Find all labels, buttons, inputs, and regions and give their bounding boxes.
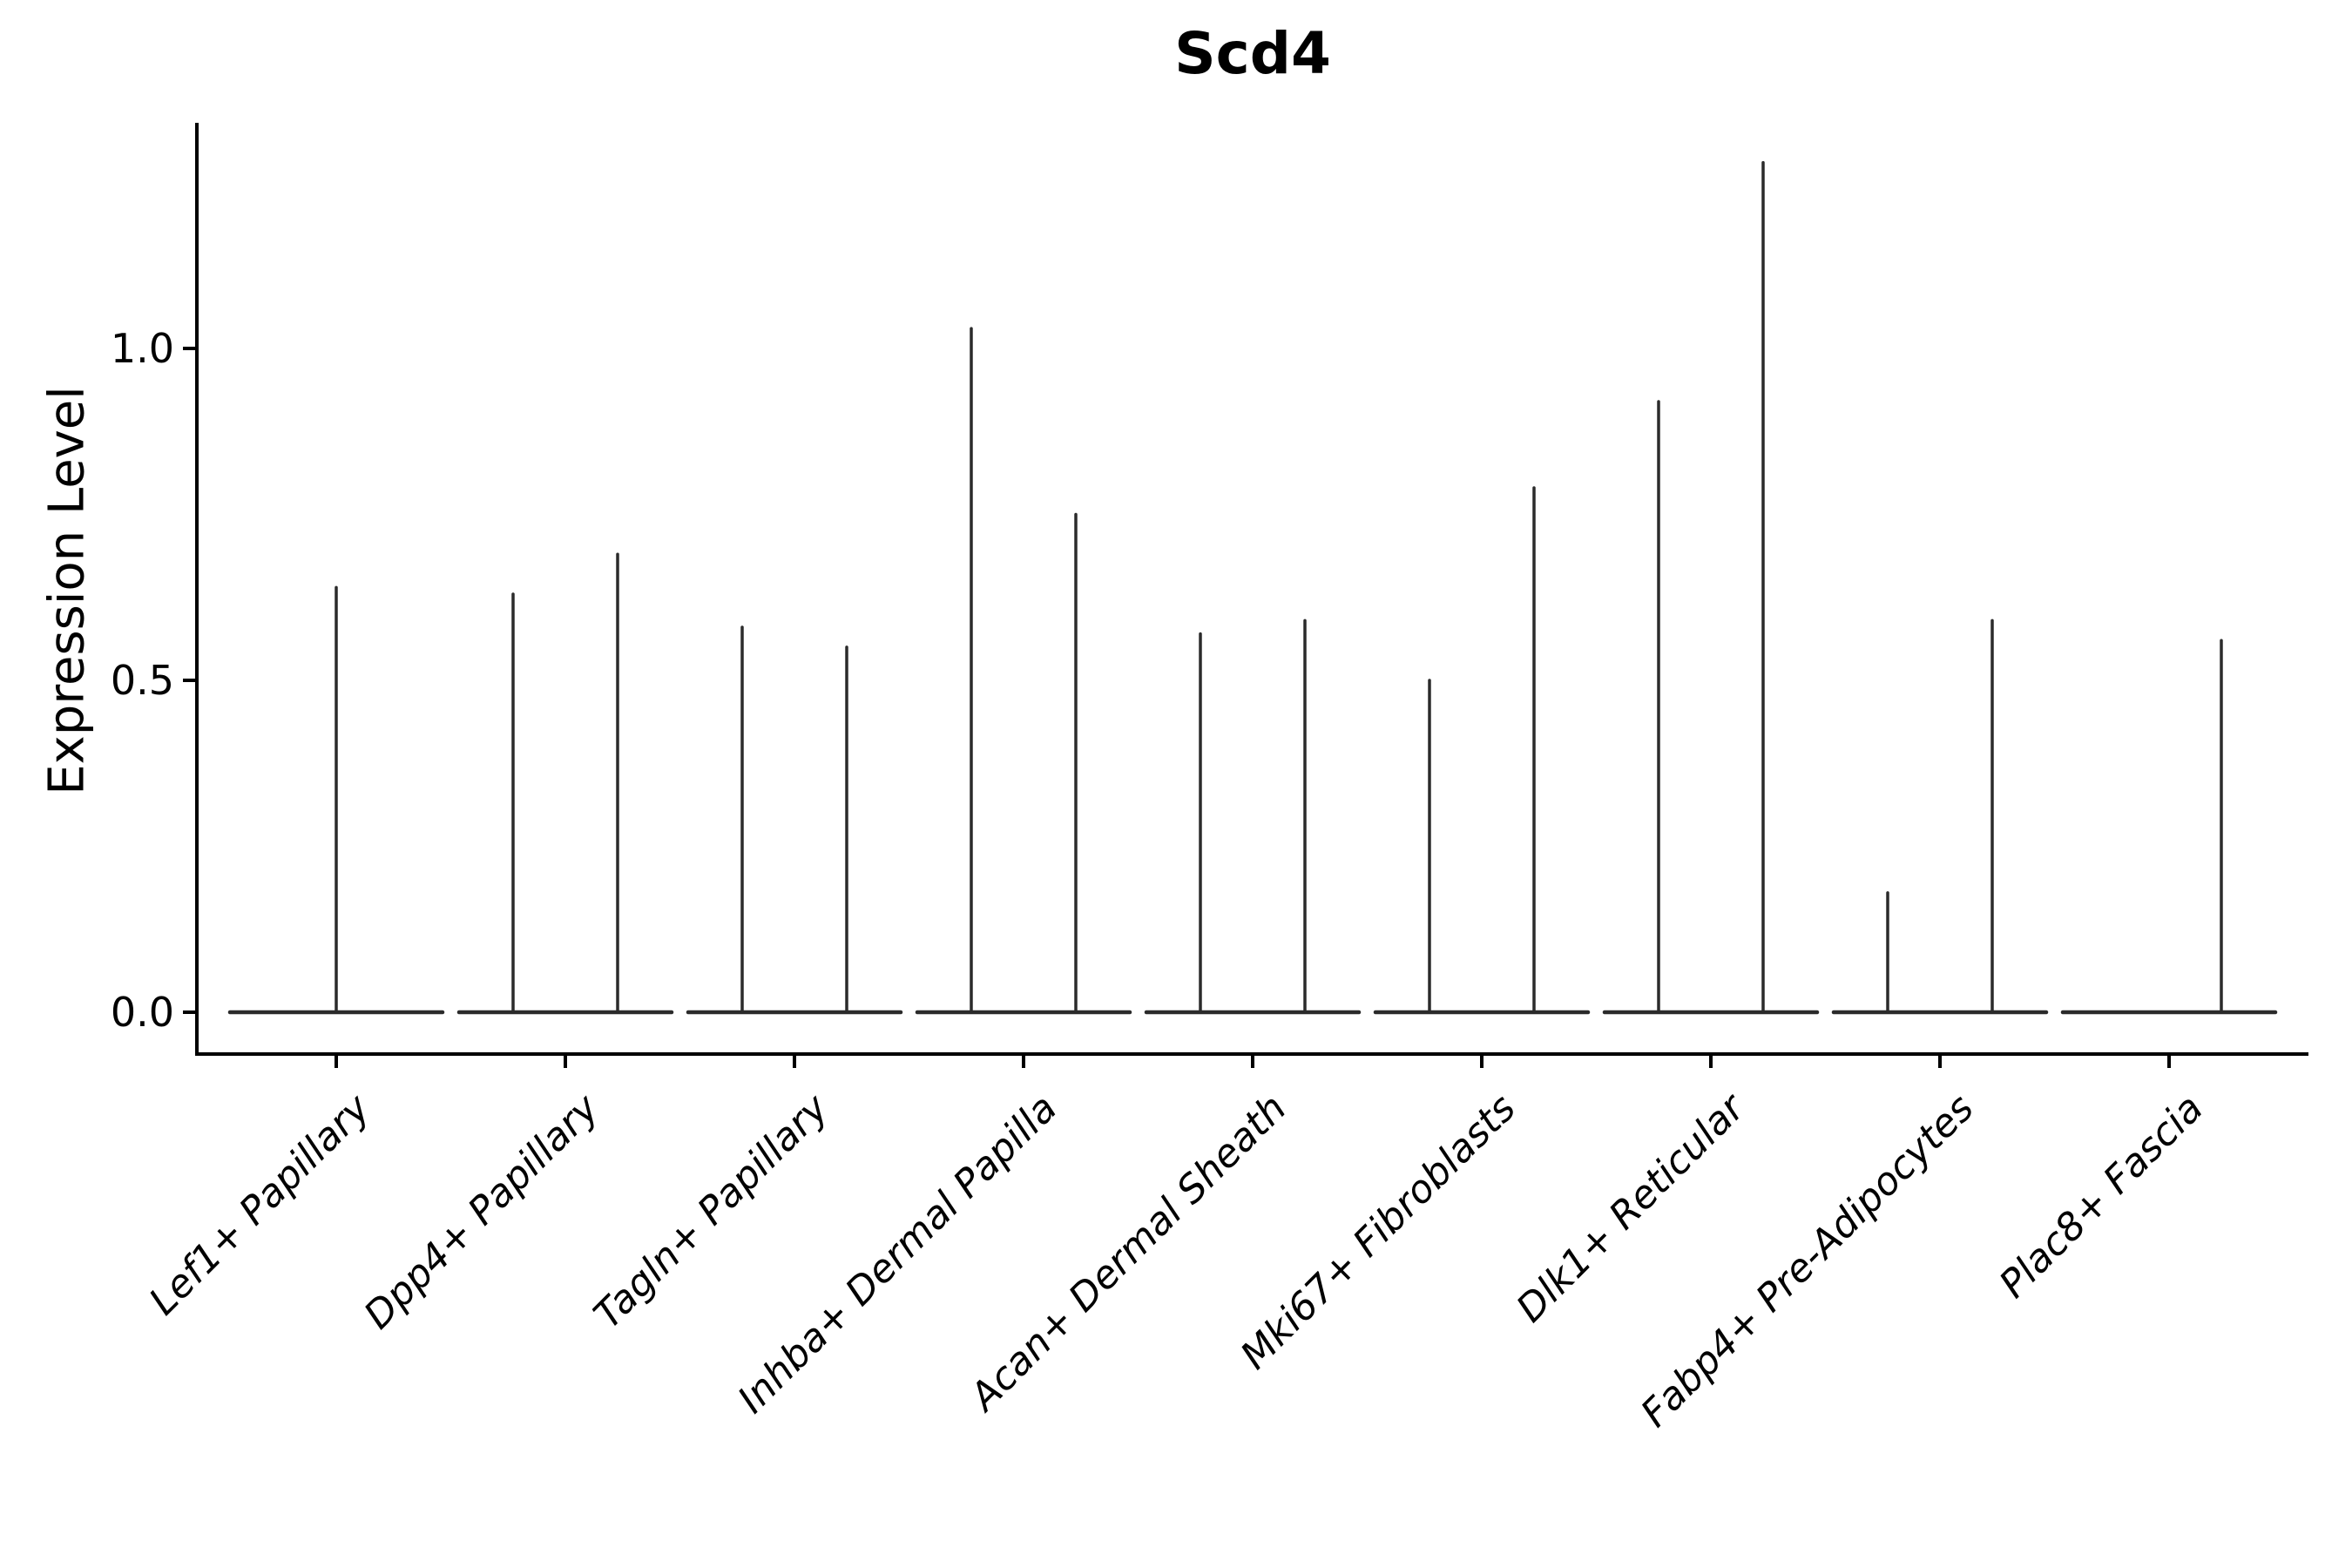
chart-title: Scd4	[1174, 20, 1331, 87]
y-axis-label: Expression Level	[38, 386, 96, 795]
y-tick-label: 0.0	[110, 989, 174, 1036]
y-tick-label: 0.5	[110, 657, 174, 704]
y-tick-label: 1.0	[110, 325, 174, 372]
